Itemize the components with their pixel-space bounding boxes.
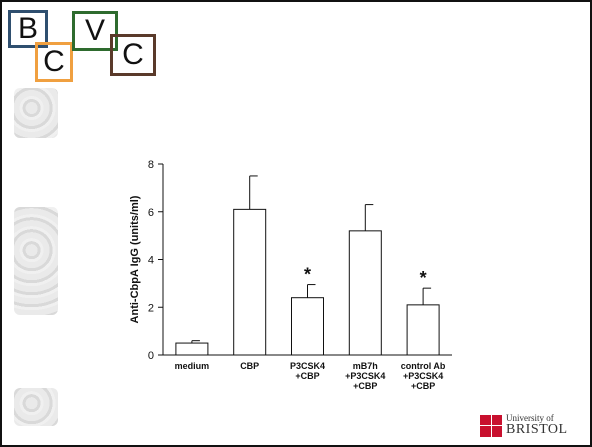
y-tick-label: 2 [148, 302, 154, 314]
x-tick-label: medium [175, 361, 210, 371]
bacteria-image-bottom [14, 388, 58, 426]
bar [348, 230, 382, 356]
logo-letter-v: V [72, 11, 118, 51]
significance-marker: * [420, 268, 427, 288]
y-axis-label: Anti-CbpA IgG (units/ml) [129, 195, 141, 323]
y-tick-label: 6 [148, 207, 154, 219]
bar [406, 304, 440, 356]
bar [175, 342, 209, 356]
x-tick-label: +CBP [295, 371, 319, 381]
significance-marker: * [304, 265, 311, 285]
logo-letter-c-second: C [110, 34, 156, 76]
x-tick-label: +CBP [411, 381, 435, 391]
y-tick-label: 0 [148, 350, 154, 362]
university-crest-icon [480, 414, 502, 437]
logo-letter-b: B [8, 10, 48, 48]
x-tick-label: +P3CSK4 [345, 371, 385, 381]
university-logo: University of BRISTOL [480, 414, 568, 437]
bristol-label: BRISTOL [506, 422, 568, 437]
bacteria-image-top [14, 88, 58, 138]
bacteria-image-middle [14, 207, 58, 315]
x-tick-label: CBP [240, 361, 259, 371]
x-tick-label: mB7h [353, 361, 378, 371]
x-tick-label: +P3CSK4 [403, 371, 443, 381]
y-tick-label: 8 [148, 159, 154, 171]
y-tick-label: 4 [148, 255, 154, 267]
logo-letter-c: C [35, 42, 73, 82]
university-of-label: University of [506, 413, 554, 423]
x-tick-label: control Ab [401, 361, 446, 371]
bar-chart: 0 2 4 6 8 Anti-CbpA IgG (units/ml) medium CBP * P… [129, 159, 452, 391]
bar [291, 297, 324, 356]
x-tick-label: +CBP [353, 381, 377, 391]
x-tick-label: P3CSK4 [290, 361, 325, 371]
bar [233, 208, 267, 356]
